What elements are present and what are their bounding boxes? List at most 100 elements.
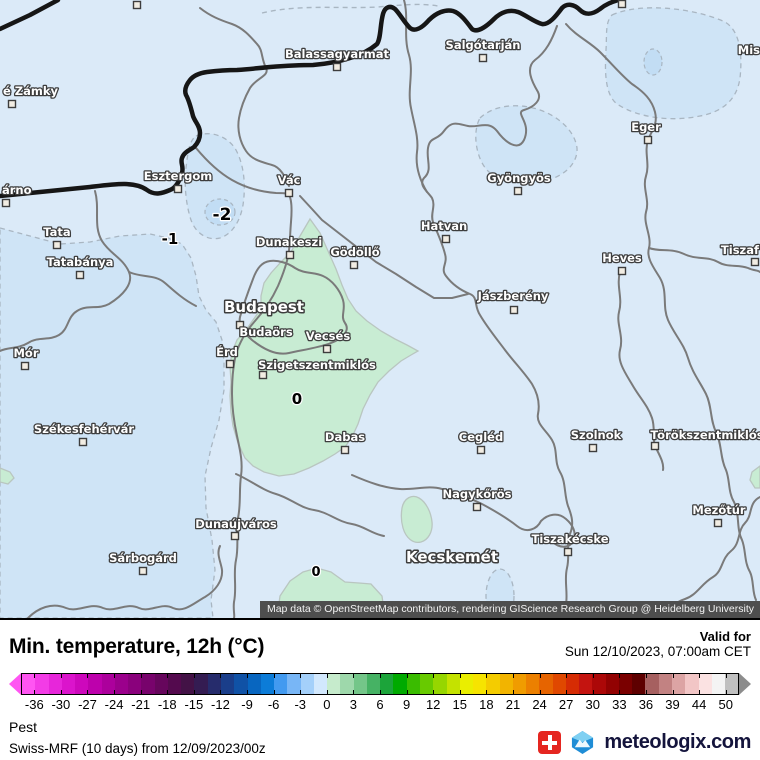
scale-color-segment xyxy=(181,674,195,694)
city-label: árno xyxy=(2,183,32,197)
scale-color-segment xyxy=(220,674,235,694)
scale-color-segment xyxy=(114,674,129,694)
city-label: Vác xyxy=(278,173,301,187)
city-label: Szolnok xyxy=(571,428,622,442)
scale-color-segment xyxy=(207,674,221,694)
scale-tick-label: 30 xyxy=(585,697,600,712)
scale-color-segment xyxy=(645,674,659,694)
city-marker xyxy=(132,0,142,10)
city-marker xyxy=(284,188,294,198)
scale-tick-label: 12 xyxy=(425,697,441,712)
colder-core-esztergom xyxy=(204,198,236,226)
city-marker xyxy=(643,135,653,145)
scale-color-segment xyxy=(154,674,168,694)
weather-map-canvas: é Zámky árno Balassagyarmat Salgótarján Mis E… xyxy=(0,0,760,618)
cold-zone-gyongyos xyxy=(475,105,578,184)
boundary-bacs xyxy=(235,473,385,537)
model-info: Pest Swiss-MRF (10 days) from 12/09/2023… xyxy=(9,719,266,757)
scale-color-segment xyxy=(48,674,62,694)
green-zone-kecskemet xyxy=(400,495,433,544)
boundary-gerecse xyxy=(128,271,197,307)
city-label: Tiszakécske xyxy=(531,532,608,546)
city-label: Balassagyarmat xyxy=(285,47,390,61)
city-layer: é Zámky árno Balassagyarmat Salgótarján Mis E… xyxy=(1,0,760,581)
scale-color-segment xyxy=(313,674,328,694)
scale-color-segment xyxy=(247,674,261,694)
city-label: Törökszentmiklós xyxy=(650,428,760,442)
scale-color-segment xyxy=(101,674,115,694)
scale-tick-label: 50 xyxy=(718,697,733,712)
scale-tick-label: 33 xyxy=(612,697,627,712)
scale-tick-label: 9 xyxy=(402,697,411,712)
city-marker xyxy=(235,320,245,330)
boundary-vertes xyxy=(0,190,132,352)
scale-color-segment xyxy=(459,674,474,694)
city-label: Esztergom xyxy=(144,169,212,183)
city-label: Nagykőrös xyxy=(442,487,511,501)
city-marker xyxy=(285,250,295,260)
city-label: Heves xyxy=(602,251,642,265)
scale-tick-label: 0 xyxy=(323,697,331,712)
city-label: Budapest xyxy=(224,298,304,316)
scale-tick-label: 44 xyxy=(691,697,707,712)
city-label: Jászberény xyxy=(477,289,549,303)
city-label: Mezőtúr xyxy=(692,503,746,517)
scale-tick-label: -3 xyxy=(294,697,306,712)
city-marker xyxy=(588,443,598,453)
meteologix-logo-link[interactable]: meteologix.com xyxy=(538,730,751,757)
city-marker xyxy=(340,445,350,455)
city-marker xyxy=(476,445,486,455)
city-marker xyxy=(7,99,17,109)
scale-tick-label: 21 xyxy=(505,697,521,712)
scale-color-segment xyxy=(75,674,89,694)
scale-tick-label: -18 xyxy=(157,697,177,712)
city-marker xyxy=(750,257,760,267)
scale-tick-label: -21 xyxy=(131,697,151,712)
panel-header: Min. temperature, 12h (°C) Valid for Sun… xyxy=(9,627,751,671)
temperature-scale: -36 -30 -27 -24 -21 -18 -15 -12 -9 -6 -3 0 3 6 9 12 15 18… xyxy=(9,673,751,714)
boundary-heves xyxy=(565,23,757,601)
city-marker xyxy=(322,344,332,354)
model-run-label: Swiss-MRF (10 days) from 12/09/2023/00z xyxy=(9,741,266,756)
page-title: Min. temperature, 12h (°C) xyxy=(9,635,265,658)
scale-color-segment xyxy=(406,674,420,694)
scale-color-segment xyxy=(287,674,301,694)
boundary-borzsony xyxy=(199,7,290,187)
city-label: Eger xyxy=(631,120,661,134)
brand-text: meteologix.com xyxy=(604,731,751,753)
scale-bar-row xyxy=(9,673,751,695)
scale-tick-label: -9 xyxy=(241,697,253,712)
scale-color-segment xyxy=(725,674,739,694)
city-label: Kecskemét xyxy=(406,548,498,566)
green-zone-west-edge xyxy=(0,467,15,485)
scale-arrow-left-icon xyxy=(9,673,21,695)
city-marker xyxy=(332,62,342,72)
city-label: Sárbogárd xyxy=(109,551,177,565)
scale-color-segment xyxy=(433,674,447,694)
boundary-nograd-pest xyxy=(421,25,574,618)
boundary-cserhat xyxy=(403,0,428,193)
scale-color-segment xyxy=(128,674,142,694)
scale-tick-label: -24 xyxy=(104,697,124,712)
boundary-tolna xyxy=(27,545,224,618)
temperature-contour-label: 0 xyxy=(292,390,302,408)
scale-tick-label: -15 xyxy=(184,697,204,712)
city-marker xyxy=(563,547,573,557)
scale-tick-label: -30 xyxy=(51,697,71,712)
city-marker xyxy=(230,531,240,541)
boundary-tiszafured xyxy=(648,247,760,273)
weather-map[interactable]: é Zámky árno Balassagyarmat Salgótarján Mis E… xyxy=(0,0,760,618)
green-zone-east-edge xyxy=(749,465,760,489)
city-marker xyxy=(650,441,660,451)
city-marker xyxy=(78,437,88,447)
scale-color-bar xyxy=(21,673,739,695)
scale-tick-label: -36 xyxy=(24,697,44,712)
boundary-godollo xyxy=(299,195,469,299)
scale-color-segment xyxy=(605,674,619,694)
scale-tick-label: 24 xyxy=(532,697,547,712)
city-marker xyxy=(173,184,183,194)
boundary-cegled xyxy=(351,474,576,548)
city-label: Szigetszentmiklós xyxy=(258,358,376,372)
scale-arrow-right-icon xyxy=(739,673,751,695)
scale-tick-label: -27 xyxy=(78,697,97,712)
